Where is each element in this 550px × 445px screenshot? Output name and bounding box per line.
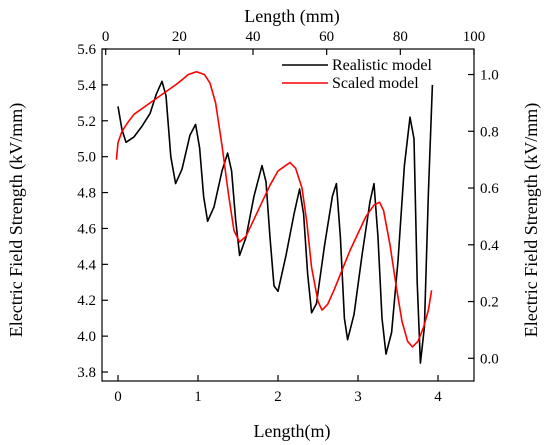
top-axis: 0 20 40 60 80 100 (102, 29, 485, 55)
y-left-tick-label: 5.2 (77, 114, 96, 130)
x-top-tick-label: 100 (463, 29, 486, 45)
legend-label: Realistic model (332, 57, 433, 74)
y-right-tick-label: 1.0 (480, 68, 499, 84)
y-axis-left-title: Electric Field Strength (kV/mm) (6, 103, 27, 337)
right-axis: 0.0 0.2 0.4 0.6 0.8 1.0 (468, 68, 499, 367)
y-left-tick-label: 5.6 (77, 42, 96, 58)
x-top-tick-label: 60 (319, 29, 334, 45)
y-left-tick-label: 5.4 (77, 78, 96, 94)
y-right-tick-label: 0.6 (480, 181, 499, 197)
y-left-tick-label: 4.0 (77, 329, 96, 345)
bottom-axis: 0 1 2 3 4 (114, 375, 442, 405)
y-left-tick-label: 4.6 (77, 221, 96, 237)
series-line-scaled-model (115, 70, 433, 348)
legend-label: Scaled model (332, 75, 419, 92)
y-right-tick-label: 0.2 (480, 295, 499, 311)
y-right-tick-label: 0.8 (480, 124, 499, 140)
x-bottom-tick-label: 4 (434, 389, 442, 405)
y-right-tick-label: 0.4 (480, 238, 499, 254)
y-right-tick-label: 0.0 (480, 351, 499, 367)
plot-frame (101, 48, 475, 382)
series-layer (115, 70, 434, 364)
x-bottom-tick-label: 3 (354, 389, 362, 405)
y-axis-right-title: Electric Field Strength (kV/mm) (521, 103, 542, 337)
x-bottom-tick-label: 1 (194, 389, 202, 405)
x-top-tick-label: 20 (172, 29, 187, 45)
left-axis: 3.8 4.0 4.2 4.4 4.6 4.8 5.0 5.2 5.4 5.6 (77, 42, 108, 381)
x-bottom-tick-label: 0 (114, 389, 122, 405)
y-left-tick-label: 5.0 (77, 150, 96, 166)
x-top-tick-label: 80 (393, 29, 408, 45)
y-left-tick-label: 4.8 (77, 186, 96, 202)
x-top-tick-label: 0 (102, 29, 110, 45)
plot-border (101, 48, 475, 382)
y-left-tick-label: 4.2 (77, 293, 96, 309)
y-left-tick-label: 4.4 (77, 257, 96, 273)
x-top-tick-label: 40 (246, 29, 261, 45)
y-left-tick-label: 3.8 (77, 365, 96, 381)
x-axis-top-title: Length (mm) (244, 6, 339, 27)
x-bottom-tick-label: 2 (274, 389, 282, 405)
series-line-realistic-model (117, 80, 434, 364)
x-axis-bottom-title: Length(m) (254, 421, 331, 442)
